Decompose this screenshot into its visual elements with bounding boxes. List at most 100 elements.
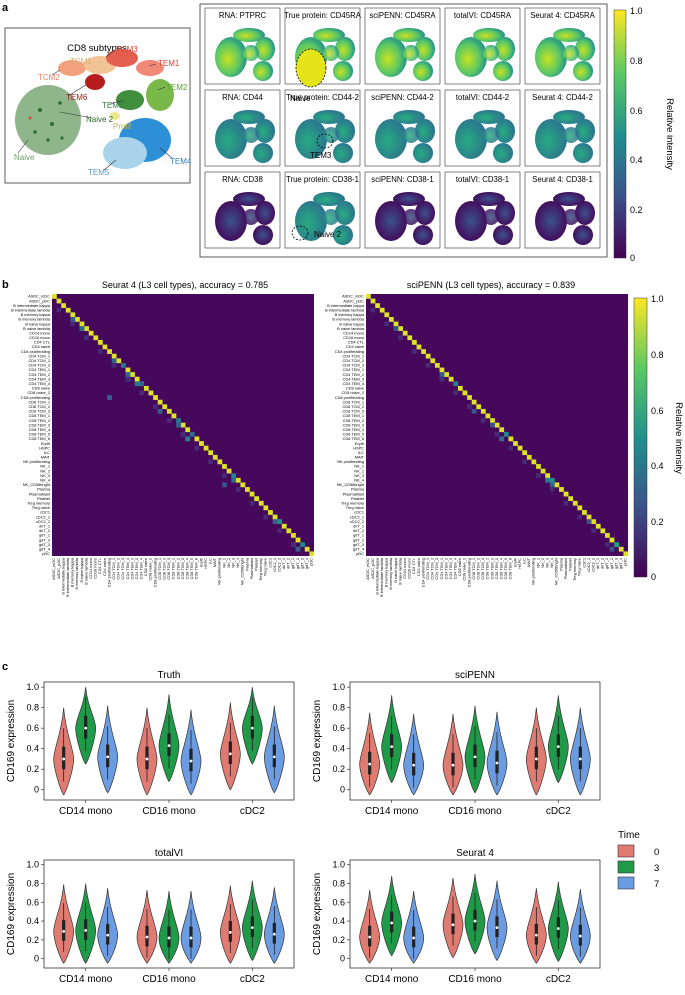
heatmap-cell xyxy=(577,514,583,520)
heatmap-cell xyxy=(549,487,555,492)
heatmap-cell xyxy=(134,381,140,387)
violin-median xyxy=(473,919,477,923)
heatmap-row-label: CD8 proliferating xyxy=(21,395,50,400)
heatmap-cell xyxy=(217,459,223,465)
y-tick-label: 0 xyxy=(340,785,345,795)
heatmap-row-label: Plasmablast xyxy=(343,491,365,496)
heatmap-cell xyxy=(370,307,376,313)
heatmap-cell xyxy=(157,399,163,405)
heatmap-col-label: CD8 naive xyxy=(457,558,462,576)
heatmap-row-label: ASDC_mDC xyxy=(342,294,364,299)
cluster-tem2 xyxy=(146,79,174,111)
heatmap-cell xyxy=(263,505,269,511)
heatmap-col-label: MAIT xyxy=(526,557,531,567)
umap-plot: True protein: CD38-1 xyxy=(284,171,361,249)
heatmap-col-label: pDC xyxy=(623,558,628,566)
heatmap-cell xyxy=(304,546,310,552)
heatmap-cell xyxy=(522,459,527,465)
colorbar-b-tick: 1.0 xyxy=(651,294,664,304)
heatmap-cell xyxy=(467,404,472,409)
violin-title: totalVI xyxy=(155,848,183,859)
heatmap-cell xyxy=(56,307,62,313)
umap-title: sciPENN: CD38-1 xyxy=(371,175,433,184)
heatmap-col-label: CD4 TCM_1 xyxy=(111,558,116,580)
heatmap-cell xyxy=(526,454,532,460)
heatmap-row-label: CD4 naive xyxy=(32,344,50,349)
panel-c: c Truth 0 0.2 0.4 0.6 0.8 1.0 CD169 expression C… xyxy=(2,661,659,985)
heatmap-cell xyxy=(444,372,449,377)
heatmap-col-label: Treg naive xyxy=(263,558,268,576)
heatmap-row-label: Plasma xyxy=(37,487,51,492)
heatmap-row-label: CD4 TEM_2 xyxy=(29,372,50,377)
heatmap-row-label: B naive lambda xyxy=(23,326,51,331)
heatmap-cell xyxy=(494,431,500,437)
heatmap-cell xyxy=(249,500,255,506)
heatmap-cell xyxy=(65,307,71,313)
heatmap-row-label: dnT_1 xyxy=(39,524,50,529)
heatmap-row-label: B intermediate lambda xyxy=(325,307,365,312)
cluster-naive xyxy=(15,85,81,155)
colorbar-a-tick: 0.2 xyxy=(630,205,643,215)
heatmap-cell xyxy=(56,298,62,304)
heatmap-cell xyxy=(536,473,541,478)
heatmap-row-label: B naive lambda xyxy=(337,326,365,331)
umap-plot: sciPENN: CD44-2 xyxy=(364,89,441,167)
heatmap-cell xyxy=(457,385,463,391)
heatmap-col-label: B memory lambda xyxy=(74,557,79,589)
heatmap-col-label: B naive lambda xyxy=(397,557,402,585)
heatmap-col-label: CD4 TEM_2 xyxy=(129,558,134,579)
heatmap-right-title: sciPENN (L3 cell types), accuracy = 0.83… xyxy=(407,280,575,290)
heatmap-cell xyxy=(609,537,615,543)
heatmap-cell xyxy=(254,496,260,502)
heatmap-row-label: Treg memory xyxy=(341,501,364,506)
violin-panel: totalVI 0 0.2 0.4 0.6 0.8 1.0 CD169 expression C… xyxy=(6,848,295,985)
violin-median xyxy=(189,936,193,940)
y-tick-label: 0.2 xyxy=(332,935,345,945)
heatmap-col-label: CD8 TEM_1 xyxy=(485,558,490,579)
colorbar-a-tick: 1.0 xyxy=(630,6,643,16)
heatmap-col-label: CD4 naive xyxy=(102,558,107,576)
heatmap-col-label: Eryth xyxy=(512,558,517,567)
heatmap-row-label: gdT_1 xyxy=(353,533,364,538)
umap-plot: sciPENN: CD45RA xyxy=(364,7,441,85)
panel-b-letter: b xyxy=(2,279,9,291)
panel-b: b Seurat 4 (L3 cell types), accuracy = 0… xyxy=(2,279,684,597)
heatmap-col-label: B intermediate kappa xyxy=(60,557,65,595)
heatmap-row-label: CD8 TEM_1 xyxy=(29,413,50,418)
y-tick-label: 1.0 xyxy=(26,682,39,692)
heatmap-cell xyxy=(513,441,518,446)
heatmap-col-label: CD4 TCM_2 xyxy=(430,558,435,580)
y-tick-label: 0.2 xyxy=(26,935,39,945)
heatmap-row-label: CD14 mono xyxy=(343,330,364,335)
umap-plot: Seurat 4: CD45RA xyxy=(524,7,601,85)
umap-title: totalVI: CD45RA xyxy=(454,11,512,20)
cluster-label-tem3: TEM3 xyxy=(102,101,124,110)
heatmap-cell xyxy=(398,326,403,331)
heatmap-cell xyxy=(388,316,394,322)
y-tick-label: 0.8 xyxy=(332,703,345,713)
y-tick-label: 0.4 xyxy=(332,916,345,926)
heatmap-cell xyxy=(366,294,371,299)
heatmap-row-label: gdT_4 xyxy=(39,546,51,551)
heatmap-cell xyxy=(572,500,578,506)
annotation-naive: Naive xyxy=(290,94,311,103)
heatmap-row-label: CD4 TEM_1 xyxy=(343,367,364,372)
heatmap-col-label: dnT_1 xyxy=(281,558,286,569)
heatmap-cell xyxy=(93,335,99,341)
heatmap-cell xyxy=(166,418,172,423)
x-tick-label: CD14 mono xyxy=(59,806,113,817)
umap-title: True protein: CD45RA xyxy=(284,11,362,20)
heatmap-row-label: NK_2 xyxy=(40,468,50,473)
heatmap-cell xyxy=(425,362,431,368)
heatmap-col-label: B memory lambda xyxy=(388,557,393,589)
heatmap-col-label: CD8 TEM_4 xyxy=(185,557,190,579)
heatmap-col-label: B naive kappa xyxy=(79,557,84,582)
umap-plot: RNA: CD38 xyxy=(204,171,281,249)
heatmap-cell xyxy=(600,528,606,534)
cluster-label-tcm3: TCM3 xyxy=(116,45,138,54)
heatmap-col-label: CD16 mono xyxy=(407,558,412,579)
heatmap-cell xyxy=(291,542,296,547)
heatmap-row-label: CD8 TEM_6 xyxy=(29,436,50,441)
heatmap-row-label: Treg naive xyxy=(346,505,364,510)
